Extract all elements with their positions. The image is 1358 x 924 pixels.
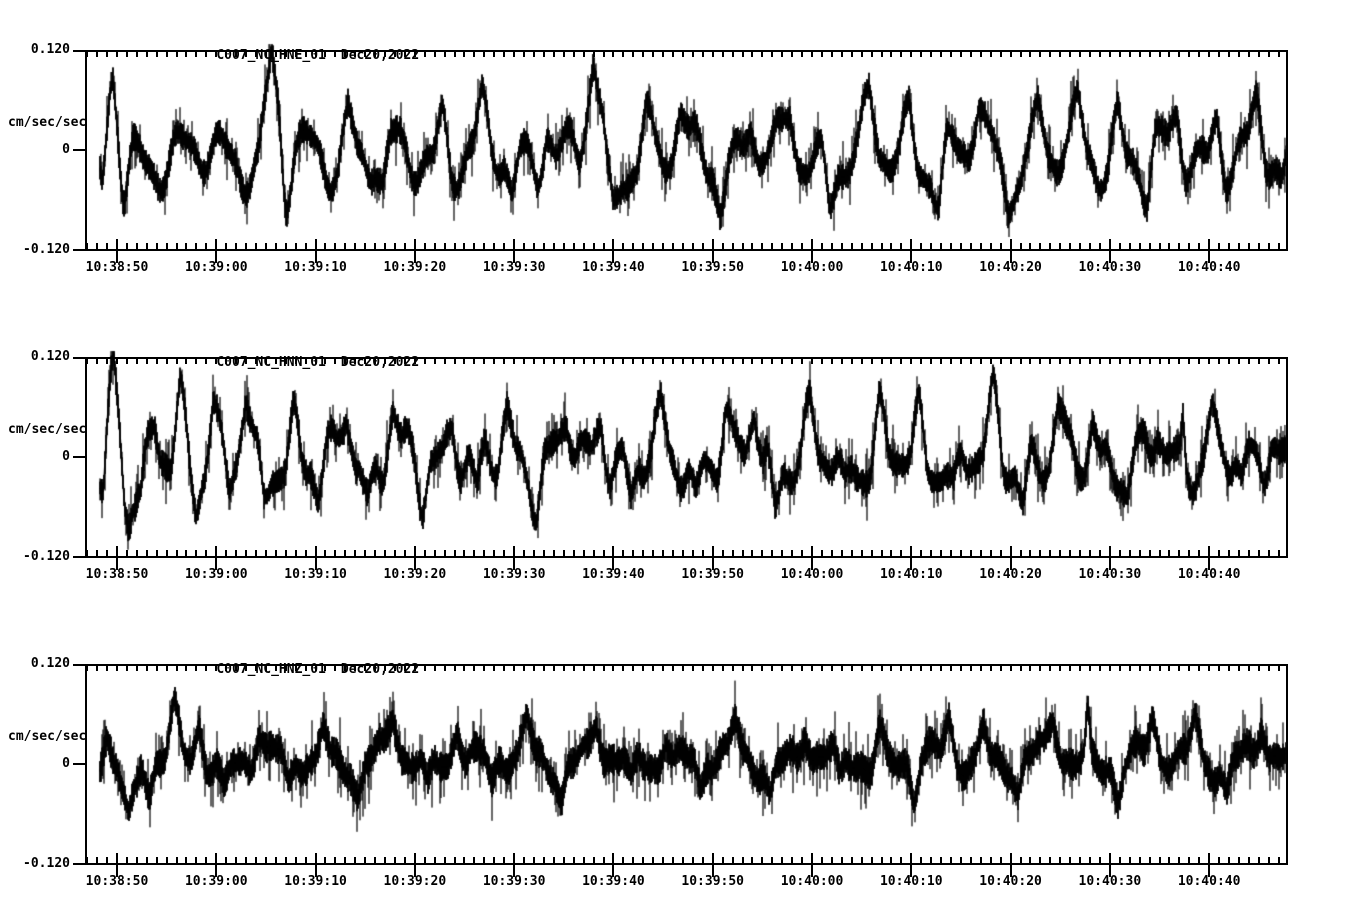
page: { "page": { "background": "#ffffff", "fo… xyxy=(0,0,1358,924)
waveform-canvas xyxy=(0,0,1358,924)
